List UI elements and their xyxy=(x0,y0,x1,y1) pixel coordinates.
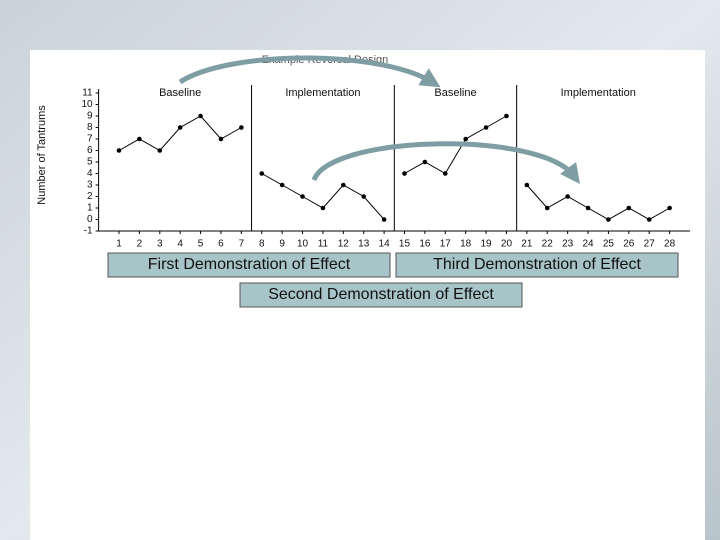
x-tick-label: 23 xyxy=(562,239,574,250)
x-tick-label: 6 xyxy=(218,239,224,250)
x-tick-label: 18 xyxy=(460,239,472,250)
point xyxy=(320,205,326,211)
point xyxy=(667,205,672,211)
x-tick-label: 20 xyxy=(501,239,513,250)
point xyxy=(218,136,224,142)
point xyxy=(483,125,489,130)
x-tick-label: 10 xyxy=(297,239,309,250)
annotation: First Demonstration of Effect xyxy=(148,256,351,273)
point xyxy=(116,148,122,153)
x-tick-label: 26 xyxy=(623,239,635,250)
y-tick-label: 7 xyxy=(87,134,93,145)
arrow xyxy=(311,141,580,185)
x-tick-label: 2 xyxy=(137,239,143,250)
y-tick-label: 6 xyxy=(87,145,93,156)
x-tick-label: 4 xyxy=(177,239,183,250)
y-tick-label: 8 xyxy=(87,122,93,133)
point xyxy=(606,217,611,222)
y-tick-label: 5 xyxy=(87,157,93,168)
line xyxy=(526,184,670,221)
x-tick-label: 13 xyxy=(358,239,370,250)
x-tick-label: 19 xyxy=(481,239,493,250)
point xyxy=(585,205,591,211)
point xyxy=(402,171,407,176)
line xyxy=(404,115,507,175)
annotation: Third Demonstration of Effect xyxy=(433,256,641,273)
y-tick-label: -1 xyxy=(84,226,93,237)
x-tick-label: 22 xyxy=(542,239,554,250)
y-tick-label: 9 xyxy=(87,111,93,122)
x-tick-label: 24 xyxy=(582,239,594,250)
x-tick-label: 16 xyxy=(419,239,431,250)
point xyxy=(361,194,367,199)
point xyxy=(463,136,468,142)
phase-label: Baseline xyxy=(159,87,201,99)
point xyxy=(279,182,285,188)
y-tick-label: 2 xyxy=(87,191,93,202)
x-tick-label: 17 xyxy=(440,239,452,250)
x-tick-label: 15 xyxy=(399,239,411,250)
point xyxy=(239,125,244,130)
point xyxy=(198,113,203,119)
point xyxy=(157,148,163,153)
x-tick-label: 25 xyxy=(603,239,615,250)
annotation-box xyxy=(107,252,391,278)
x-tick-label: 9 xyxy=(279,239,285,250)
point xyxy=(300,194,305,199)
y-tick-label: 11 xyxy=(82,88,93,99)
annotation-box xyxy=(395,252,679,278)
point xyxy=(381,217,387,222)
annotation-box xyxy=(239,282,523,308)
point xyxy=(504,113,509,119)
point xyxy=(177,125,183,130)
x-tick-label: 5 xyxy=(198,239,204,250)
phase-label: Baseline xyxy=(434,87,476,99)
point xyxy=(259,171,265,176)
y-tick-label: 3 xyxy=(87,180,93,191)
point xyxy=(626,205,632,211)
x-tick-label: 7 xyxy=(239,239,245,250)
x-tick-label: 21 xyxy=(521,239,533,250)
annotation: Second Demonstration of Effect xyxy=(268,286,494,303)
y-tick-label: 4 xyxy=(87,168,93,179)
x-tick-label: 1 xyxy=(116,239,122,250)
x-tick-label: 27 xyxy=(644,239,656,250)
y-tick-label: 1 xyxy=(87,203,93,214)
x-tick-label: 28 xyxy=(664,239,676,250)
x-tick-label: 12 xyxy=(338,239,350,250)
x-tick-label: 11 xyxy=(318,239,329,250)
arrow xyxy=(178,55,441,88)
point xyxy=(565,194,570,199)
x-tick-label: 14 xyxy=(379,239,391,250)
phase-label: Implementation xyxy=(285,87,360,99)
point xyxy=(137,136,142,142)
point xyxy=(422,159,428,165)
x-tick-label: 3 xyxy=(157,239,163,250)
y-tick-label: 0 xyxy=(87,214,93,225)
y-tick-label: 10 xyxy=(81,99,93,110)
point xyxy=(341,182,346,188)
point xyxy=(442,171,448,176)
x-tick-label: 8 xyxy=(259,239,265,250)
point xyxy=(646,217,652,222)
y-axis-label: Number of Tantrums xyxy=(36,105,48,205)
point xyxy=(544,205,550,211)
phase-label: Implementation xyxy=(561,87,636,99)
point xyxy=(524,182,530,188)
